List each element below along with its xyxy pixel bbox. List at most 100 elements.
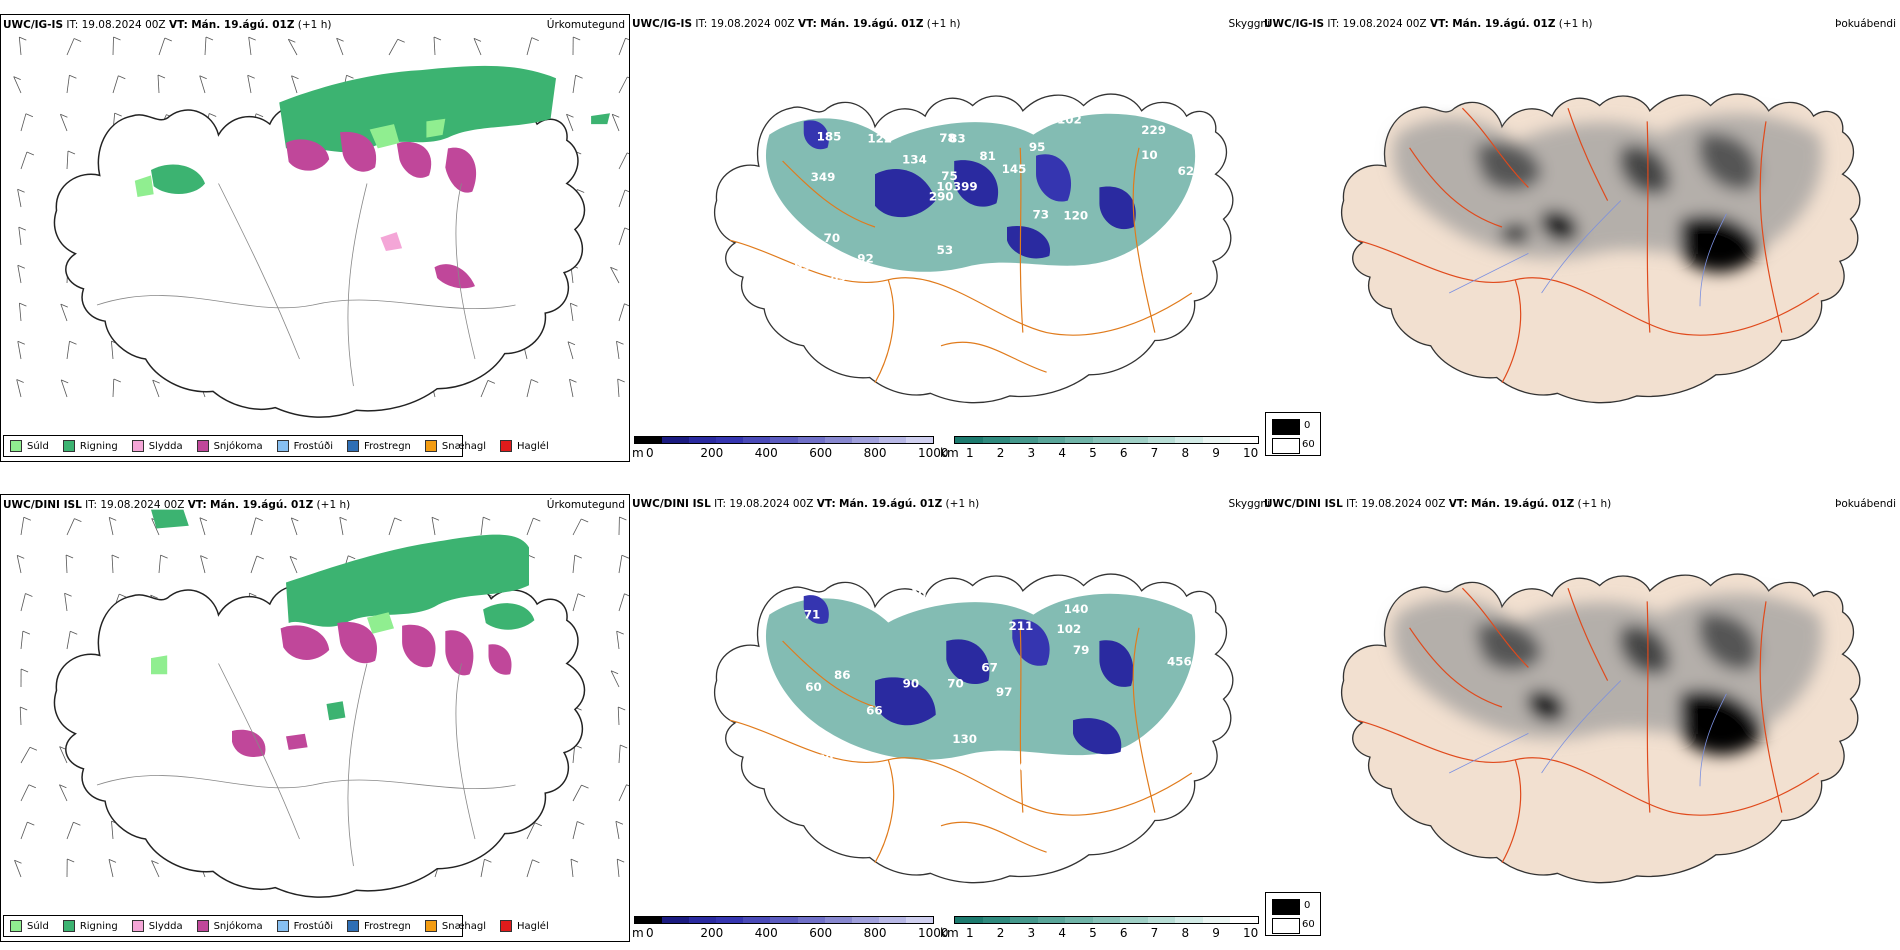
- ceiling-value-label: 349: [811, 170, 836, 184]
- panel-header: UWC/DINI ISL IT: 19.08.2024 00Z VT: Mán.…: [632, 498, 979, 510]
- colorbar-segment: [1202, 437, 1231, 443]
- panel-title: Úrkomutegund: [546, 19, 625, 31]
- colorbar-segment: [1092, 917, 1121, 923]
- fog-label-max: 60: [1302, 439, 1315, 450]
- colorbar-segment: [689, 437, 717, 443]
- it-label: IT:: [85, 499, 98, 511]
- visibility-unit: km: [940, 926, 959, 940]
- legend-swatch: [62, 440, 75, 452]
- colorbar-tick: 4: [1058, 926, 1066, 940]
- colorbar-segment: [955, 917, 983, 923]
- panel-header: UWC/DINI ISL IT: 19.08.2024 00Z VT: Mán.…: [3, 499, 350, 511]
- legend-label: Haglél: [517, 440, 549, 452]
- lead-time: (+1 h): [926, 18, 961, 30]
- model-name: UWC/DINI ISL: [3, 499, 82, 511]
- it-value: 19.08.2024 00Z: [100, 499, 185, 511]
- lead-time: (+1 h): [1558, 18, 1593, 30]
- colorbar-segment: [982, 917, 1011, 923]
- precip-legend: Súld Rigning Slydda Snjókoma Frostúði Frostre…: [3, 915, 549, 937]
- legend-item: Súld: [10, 440, 49, 452]
- ceiling-value-label: 145: [1002, 162, 1027, 176]
- fog-shading: [1392, 113, 1823, 273]
- legend-label: Snjókoma: [213, 440, 263, 452]
- ceiling-value-label: 130: [952, 732, 977, 746]
- ceiling-value-label: 70: [947, 677, 964, 691]
- vt-value: Mán. 19.ágú. 01Z: [820, 18, 924, 30]
- cloud-areas: [765, 593, 1196, 760]
- legend-swatch: [500, 920, 513, 932]
- vt-value: Mán. 19.ágú. 01Z: [839, 498, 943, 510]
- colorbar-segment: [1092, 437, 1121, 443]
- ceiling-value-label: 89: [830, 270, 847, 284]
- model-name: UWC/IG-IS: [1264, 18, 1325, 30]
- ceiling-value-label: 122: [867, 132, 892, 146]
- colorbar-tick: 800: [863, 446, 887, 460]
- legend-swatch: [276, 440, 289, 452]
- colorbar-tick: 10: [1243, 926, 1259, 940]
- model-name: UWC/DINI ISL: [1264, 498, 1343, 510]
- colorbar-tick: 1: [966, 446, 974, 460]
- legend-item: Slydda: [131, 920, 183, 932]
- legend-swatch: [131, 920, 144, 932]
- legend-swatch: [196, 920, 209, 932]
- ceiling-value-labels: 8014045670978671102602116769100907310213…: [804, 580, 1192, 775]
- ceiling-value-label: 97: [1093, 583, 1110, 597]
- ceiling-value-label: 79: [1073, 643, 1090, 657]
- colorbar-segment: [770, 437, 798, 443]
- lead-time: (+1 h): [316, 499, 351, 511]
- fog-map: [1340, 93, 1861, 404]
- colorbar-tick: 8: [1181, 926, 1190, 940]
- legend-swatch: [347, 440, 359, 452]
- legend-swatch: [347, 920, 359, 932]
- ceiling-panel-bottom: UWC/DINI ISL IT: 19.08.2024 00Z VT: Mán.…: [632, 494, 1270, 942]
- ceiling-value-label: 100: [902, 588, 927, 602]
- lead-time: (+1 h): [945, 498, 980, 510]
- legend-item: Snæhagl: [424, 440, 486, 452]
- vt-value: Mán. 19.ágú. 01Z: [1452, 18, 1556, 30]
- colorbar-tick: 9: [1212, 446, 1220, 460]
- ceiling-value-label: 229: [1141, 123, 1166, 137]
- panel-header: UWC/DINI ISL IT: 19.08.2024 00Z VT: Mán.…: [1264, 498, 1611, 510]
- ceiling-value-label: 10399: [936, 180, 977, 194]
- colorbar-segment: [1175, 917, 1203, 923]
- legend-label: Frostregn: [364, 440, 411, 452]
- colorbar-tick: 400: [754, 926, 778, 940]
- vt-value: Mán. 19.ágú. 01Z: [210, 499, 314, 511]
- vt-label: VT:: [187, 499, 207, 511]
- colorbar-tick: 8: [1181, 446, 1190, 460]
- colorbar-tick: 800: [863, 926, 887, 940]
- colorbar-segment: [1230, 917, 1259, 923]
- ceiling-value-label: 78: [939, 131, 956, 145]
- colorbar-segment: [878, 917, 906, 923]
- colorbar-segment: [1065, 437, 1093, 443]
- colorbar-segment: [1147, 917, 1176, 923]
- colorbar-tick: 4: [1058, 446, 1066, 460]
- colorbar-segment: [635, 917, 663, 923]
- legend-swatch: [10, 440, 22, 452]
- ceiling-value-label: 79: [941, 105, 958, 119]
- ceiling-colorbar: [634, 916, 934, 924]
- fog-legend-bottom: 0 60: [1265, 892, 1321, 936]
- legend-label: Frostúði: [293, 920, 333, 932]
- ceiling-value-label: 211: [1008, 619, 1033, 633]
- ceiling-value-label: 102: [1011, 760, 1036, 774]
- fog-swatch-min: [1272, 419, 1300, 435]
- legend-label: Frostregn: [364, 920, 411, 932]
- colorbar-segment: [824, 917, 852, 923]
- colorbar-segment: [716, 917, 744, 923]
- colorbar-segment: [1147, 437, 1176, 443]
- colorbar-segment: [1120, 917, 1148, 923]
- legend-item: Snjókoma: [196, 920, 263, 932]
- fog-shading: [1392, 593, 1823, 755]
- colorbar-segment: [905, 437, 934, 443]
- model-name: UWC/DINI ISL: [632, 498, 711, 510]
- precip-legend: Súld Rigning Slydda Snjókoma Frostúði Frostre…: [3, 435, 549, 457]
- colorbar-tick: 600: [809, 446, 833, 460]
- legend-label: Súld: [27, 440, 49, 452]
- legend-swatch: [424, 440, 437, 452]
- colorbar-tick: 5: [1089, 446, 1097, 460]
- lead-time: (+1 h): [297, 19, 332, 31]
- ceiling-value-label: 81: [979, 149, 996, 163]
- colorbar-segment: [955, 437, 983, 443]
- colorbar-segment: [824, 437, 852, 443]
